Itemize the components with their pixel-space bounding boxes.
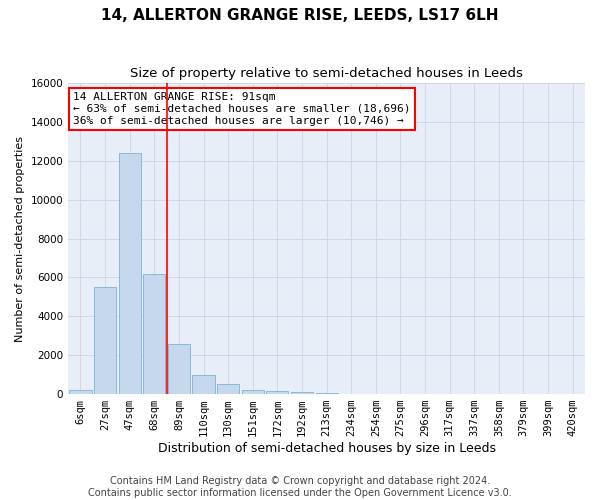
Bar <box>94 287 116 394</box>
Bar <box>168 344 190 394</box>
Bar <box>316 393 338 394</box>
Bar <box>217 384 239 394</box>
Y-axis label: Number of semi-detached properties: Number of semi-detached properties <box>15 136 25 342</box>
Bar <box>266 391 289 394</box>
Bar <box>143 274 166 394</box>
Text: 14, ALLERTON GRANGE RISE, LEEDS, LS17 6LH: 14, ALLERTON GRANGE RISE, LEEDS, LS17 6L… <box>101 8 499 22</box>
Text: Contains HM Land Registry data © Crown copyright and database right 2024.
Contai: Contains HM Land Registry data © Crown c… <box>88 476 512 498</box>
Bar <box>291 392 313 394</box>
Bar <box>119 153 141 394</box>
Bar <box>70 390 92 394</box>
Bar <box>193 374 215 394</box>
Title: Size of property relative to semi-detached houses in Leeds: Size of property relative to semi-detach… <box>130 68 523 80</box>
Bar <box>242 390 264 394</box>
X-axis label: Distribution of semi-detached houses by size in Leeds: Distribution of semi-detached houses by … <box>158 442 496 455</box>
Text: 14 ALLERTON GRANGE RISE: 91sqm
← 63% of semi-detached houses are smaller (18,696: 14 ALLERTON GRANGE RISE: 91sqm ← 63% of … <box>73 92 411 126</box>
